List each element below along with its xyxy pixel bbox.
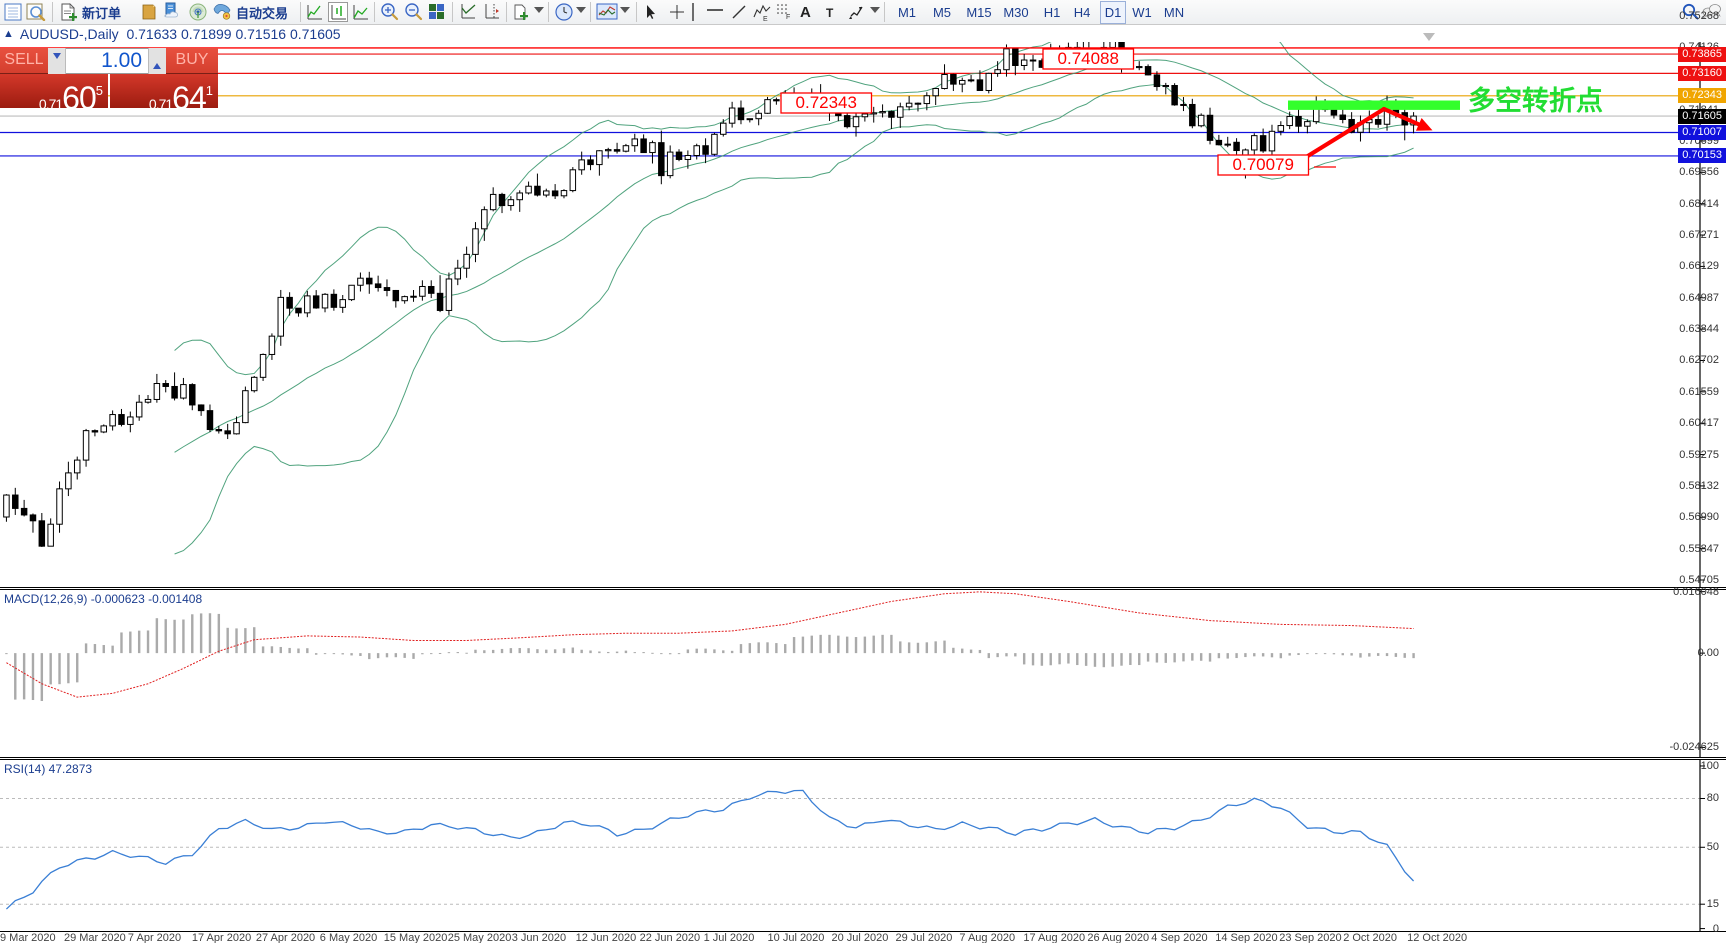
svg-text:E: E	[763, 16, 768, 22]
svg-text:0.72343: 0.72343	[796, 93, 857, 112]
svg-text:T: T	[826, 6, 834, 20]
svg-text:0.70079: 0.70079	[1233, 155, 1294, 174]
svg-text:F: F	[786, 14, 790, 19]
svg-text:0.74088: 0.74088	[1058, 49, 1119, 68]
svg-text:A: A	[800, 4, 811, 19]
svg-text:多空转折点: 多空转折点	[1468, 85, 1603, 116]
